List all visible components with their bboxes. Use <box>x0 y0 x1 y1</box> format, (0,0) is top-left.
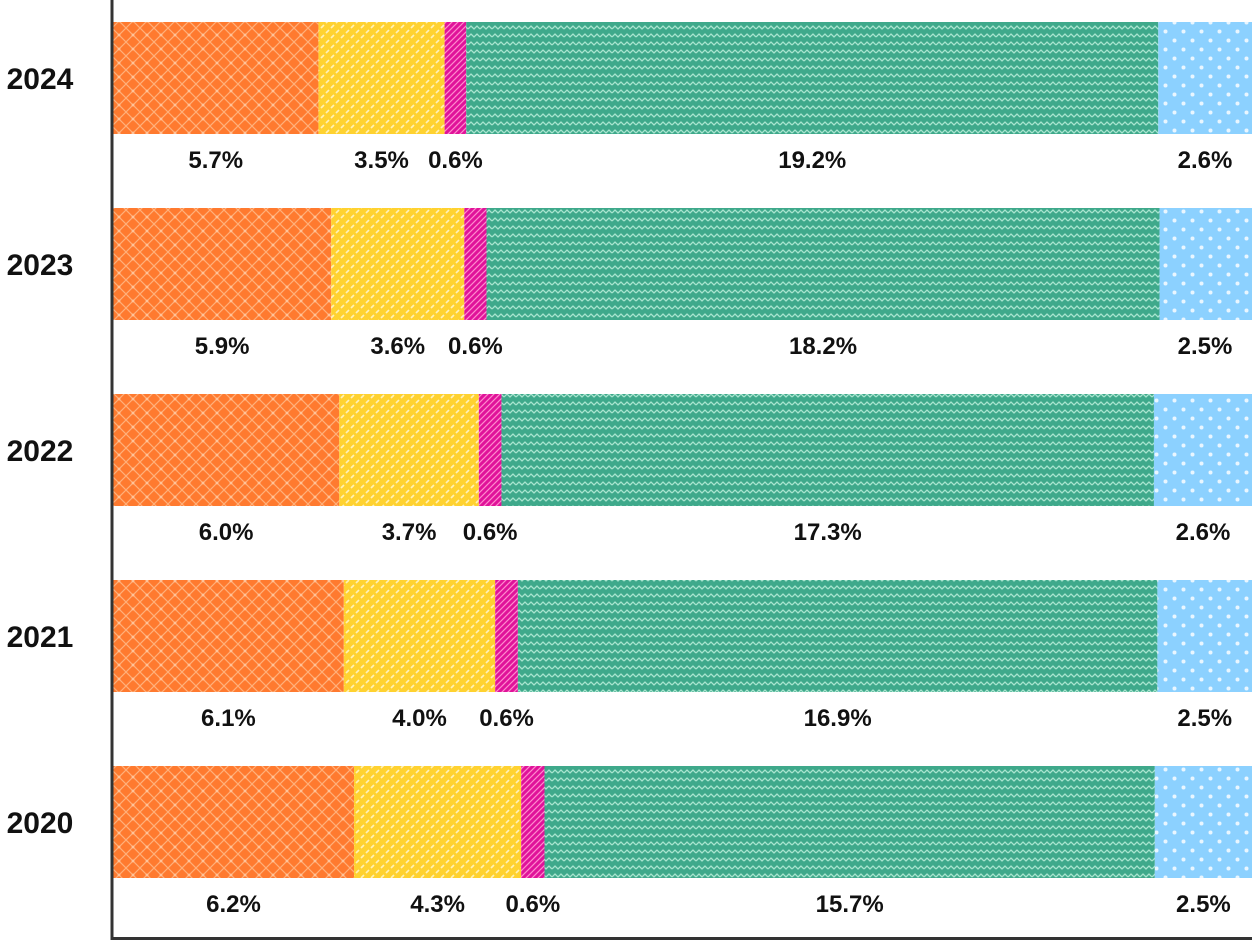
bar-segment-2023-series-1 <box>113 208 332 320</box>
value-label-2020-series-1: 6.2% <box>206 891 261 918</box>
category-label-2021: 2021 <box>7 621 74 654</box>
value-label-2024-series-5: 2.6% <box>1178 147 1233 174</box>
bar-segment-2021-series-5 <box>1157 580 1252 692</box>
value-label-2023-series-3: 0.6% <box>448 333 503 360</box>
bars-layer <box>113 22 1252 878</box>
value-label-2020-series-3: 0.6% <box>505 891 560 918</box>
bar-segment-2022-series-4 <box>501 394 1154 506</box>
value-label-2021-series-2: 4.0% <box>392 705 447 732</box>
bar-segment-2020-series-3 <box>521 766 545 878</box>
bar-segment-2020-series-1 <box>113 766 355 878</box>
value-label-2021-series-5: 2.5% <box>1177 705 1232 732</box>
bar-segment-2021-series-4 <box>517 580 1158 692</box>
bar-segment-2023-series-4 <box>486 208 1160 320</box>
bar-segment-2021-series-2 <box>343 580 496 692</box>
bar-segment-2023-series-2 <box>331 208 465 320</box>
bar-segment-2023-series-5 <box>1159 208 1252 320</box>
category-label-2024: 2024 <box>7 63 74 96</box>
bar-segment-2024-series-2 <box>318 22 445 134</box>
bar-segment-2020-series-5 <box>1154 766 1252 878</box>
bar-segment-2022-series-1 <box>113 394 340 506</box>
value-label-2021-series-4: 16.9% <box>804 705 872 732</box>
value-label-2024-series-1: 5.7% <box>188 147 243 174</box>
bar-segment-2023-series-3 <box>464 208 487 320</box>
value-label-2020-series-2: 4.3% <box>410 891 465 918</box>
labels-layer: 2024 5.7% 3.5% 0.6% 19.2% 2.6% 2023 5.9% 3.6% 0.6… <box>7 63 1233 918</box>
bar-segment-2021-series-1 <box>113 580 344 692</box>
bar-segment-2021-series-3 <box>495 580 518 692</box>
bar-segment-2022-series-5 <box>1153 394 1252 506</box>
bar-segment-2024-series-4 <box>466 22 1159 134</box>
value-label-2021-series-3: 0.6% <box>479 705 534 732</box>
bar-segment-2020-series-2 <box>354 766 522 878</box>
value-label-2022-series-2: 3.7% <box>382 519 437 546</box>
bar-segment-2024-series-3 <box>444 22 467 134</box>
value-label-2020-series-5: 2.5% <box>1176 891 1231 918</box>
value-label-2022-series-4: 17.3% <box>794 519 862 546</box>
value-label-2024-series-4: 19.2% <box>778 147 846 174</box>
bar-segment-2020-series-4 <box>544 766 1155 878</box>
bar-segment-2022-series-2 <box>339 394 479 506</box>
value-label-2022-series-5: 2.6% <box>1176 519 1231 546</box>
bar-segment-2024-series-1 <box>113 22 319 134</box>
category-label-2023: 2023 <box>7 249 74 282</box>
value-label-2024-series-3: 0.6% <box>428 147 483 174</box>
value-label-2023-series-4: 18.2% <box>789 333 857 360</box>
bar-segment-2024-series-5 <box>1158 22 1252 134</box>
category-label-2020: 2020 <box>7 807 74 840</box>
value-label-2022-series-3: 0.6% <box>463 519 518 546</box>
value-label-2023-series-1: 5.9% <box>195 333 250 360</box>
value-label-2023-series-5: 2.5% <box>1178 333 1233 360</box>
value-label-2022-series-1: 6.0% <box>199 519 254 546</box>
value-label-2023-series-2: 3.6% <box>370 333 425 360</box>
value-label-2020-series-4: 15.7% <box>816 891 884 918</box>
value-label-2021-series-1: 6.1% <box>201 705 256 732</box>
category-label-2022: 2022 <box>7 435 74 468</box>
value-label-2024-series-2: 3.5% <box>354 147 409 174</box>
bar-segment-2022-series-3 <box>478 394 502 506</box>
